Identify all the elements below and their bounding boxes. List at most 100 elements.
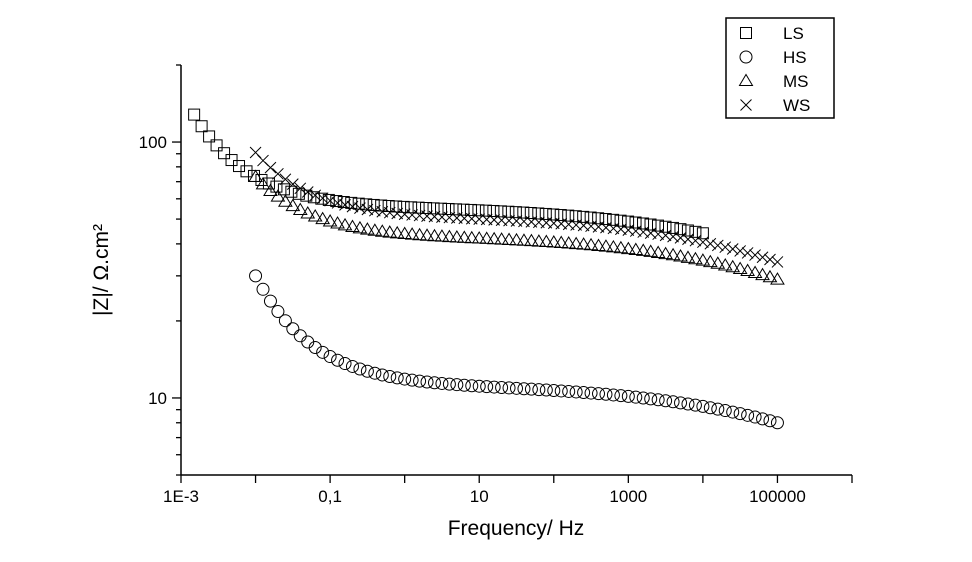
ws-point [622,224,635,236]
hs-point [278,314,292,328]
ms-point [762,269,778,283]
ls-point [270,180,283,193]
hs-point [457,378,471,392]
hs-point [651,393,665,407]
ls-point [539,207,552,220]
ms-point [591,238,606,251]
hs-point [398,372,412,386]
hs-point [375,368,389,382]
ws-point [376,205,389,218]
hs-point [465,379,479,393]
hs-point [345,359,359,373]
hs-point [674,396,688,410]
ws-point [667,230,679,243]
ws-point [749,249,761,261]
hs-point [249,269,263,283]
ws-point [324,194,336,207]
ms-point [531,234,547,247]
ms-point [270,189,286,202]
hs-point [293,329,307,343]
ls-point [420,202,433,215]
ws-point [697,236,709,249]
ms-point [576,237,591,250]
hs-point [599,387,613,401]
ls-point [195,120,208,133]
ls-point [509,206,522,219]
hs-point [405,373,419,387]
ms-point [688,251,703,265]
ls-point [562,209,575,222]
hs-point [442,377,456,391]
ms-point [307,209,323,222]
ls-point [659,220,672,233]
ws-point [354,202,366,214]
hs-point [606,388,620,402]
ls-point [464,203,477,216]
hs-point [562,384,576,398]
hs-point [472,379,486,393]
ls-point [674,223,687,236]
ms-point [456,230,472,243]
ms-point [255,176,271,190]
x-tick-label: 100000 [749,487,806,506]
legend: LS HS MS WS [725,17,835,119]
hs-point [323,350,337,364]
ls-point [367,198,380,211]
ws-point [339,199,351,211]
y-axis-title: |Z|/ Ω.cm² [90,224,113,316]
hs-point [688,398,702,412]
hs-point [316,345,330,359]
ls-point [532,207,545,220]
hs-point [718,404,732,418]
ls-point [547,208,560,221]
ls-point [524,206,537,219]
ms-point [561,236,577,249]
ls-point [457,203,470,216]
ws-point [607,222,620,235]
ms-point [427,228,442,242]
hs-point [368,366,382,380]
ms-point [658,246,673,260]
ms-point [613,240,629,254]
ms-point [583,237,599,251]
ls-point [629,216,642,229]
ws-point [615,223,627,236]
hs-point [547,383,561,397]
ms-point [367,223,383,236]
ms-point [404,227,420,240]
hs-point [748,410,762,424]
ls-point [502,205,515,218]
ws-point [734,245,747,257]
ls-point [218,147,231,160]
ms-point [471,231,487,244]
hs-point [263,294,277,308]
ls-point [225,154,238,167]
ms-point [412,227,427,241]
ws-point [361,203,374,216]
y-tick-label: 100 [139,133,167,152]
ms-point [598,239,614,252]
ms-point [494,232,509,245]
series-ls [188,108,709,240]
ms-point [248,169,263,183]
hs-point [629,390,643,404]
legend-marker-ws [740,99,752,111]
ls-point [360,198,373,211]
ls-point [412,201,425,214]
ws-point [659,229,672,242]
ls-point [435,202,448,215]
ls-point [479,204,492,217]
ls-point [681,224,694,237]
ls-point [622,215,635,228]
ms-point [747,265,763,278]
ms-point [397,226,413,240]
ls-point [644,218,657,231]
ws-point [368,204,381,217]
hs-point [554,384,568,398]
ms-point [374,224,390,237]
ticks [172,64,853,483]
ms-point [442,229,457,243]
ms-point [643,244,659,257]
ms-point [322,214,338,227]
ws-point [286,178,299,190]
